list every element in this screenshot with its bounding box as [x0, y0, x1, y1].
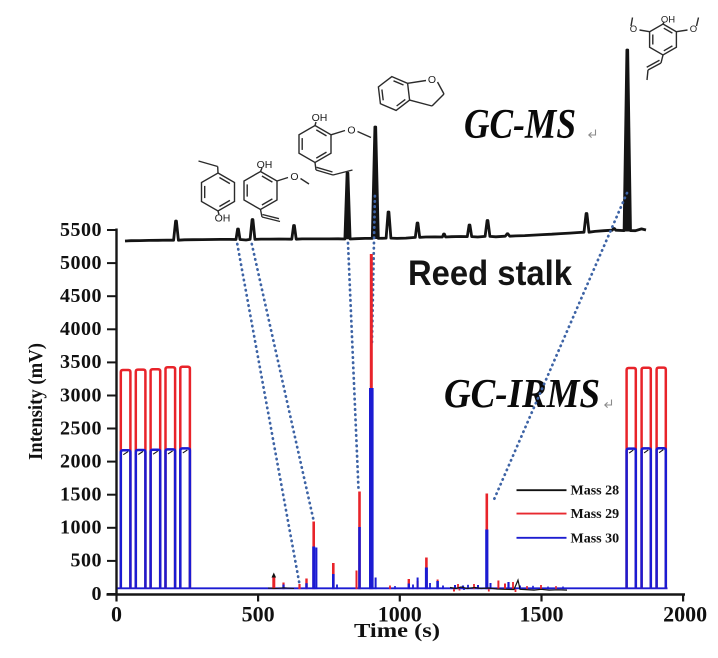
svg-text:4500: 4500 [60, 285, 102, 307]
svg-text:Intensity (mV): Intensity (mV) [26, 343, 47, 460]
svg-text:5000: 5000 [60, 252, 102, 274]
svg-text:3000: 3000 [60, 384, 102, 406]
svg-text:0: 0 [111, 602, 122, 627]
svg-text:2500: 2500 [60, 417, 102, 439]
svg-text:Mass 30: Mass 30 [571, 531, 620, 546]
svg-text:OH: OH [215, 213, 231, 225]
svg-text:4000: 4000 [60, 318, 102, 340]
svg-text:500: 500 [71, 550, 103, 572]
svg-text:GC-IRMS: GC-IRMS [444, 370, 600, 416]
svg-text:2000: 2000 [60, 450, 102, 472]
svg-text:GC-MS: GC-MS [464, 102, 576, 148]
svg-text:Mass 29: Mass 29 [571, 507, 620, 522]
svg-text:OH: OH [661, 15, 675, 26]
svg-text:1500: 1500 [60, 484, 102, 506]
svg-text:Time (s): Time (s) [354, 620, 440, 642]
svg-text:Reed stalk: Reed stalk [408, 254, 572, 293]
svg-text:O: O [290, 171, 298, 183]
svg-text:OH: OH [312, 112, 328, 124]
svg-text:3500: 3500 [60, 351, 102, 373]
svg-text:0: 0 [92, 583, 103, 605]
svg-text:5500: 5500 [60, 219, 102, 241]
svg-text:2000: 2000 [663, 602, 707, 627]
svg-text:Mass 28: Mass 28 [571, 484, 620, 499]
svg-text:500: 500 [242, 602, 275, 627]
svg-text:O: O [347, 125, 355, 137]
svg-text:1500: 1500 [520, 602, 564, 627]
svg-text:1000: 1000 [60, 517, 102, 539]
svg-text:O: O [428, 74, 436, 86]
svg-text:OH: OH [257, 159, 273, 171]
